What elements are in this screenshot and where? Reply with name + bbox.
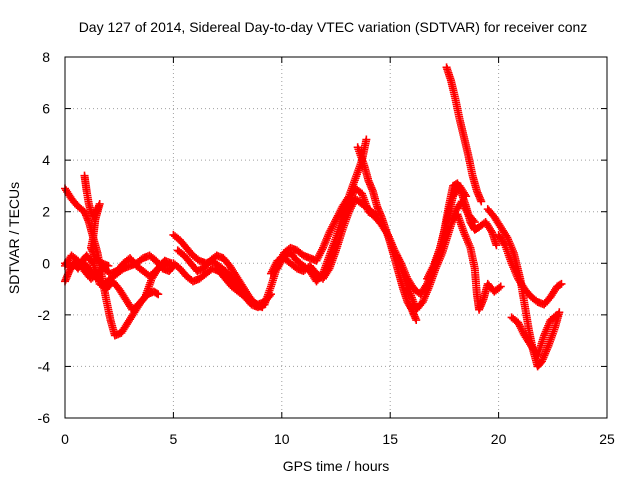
data-point <box>496 282 505 291</box>
series-track-o <box>442 63 486 206</box>
series-track-f <box>169 230 275 309</box>
series-track-s <box>494 230 566 309</box>
data-point <box>557 279 566 288</box>
y-axis-label: SDTVAR / TECUs <box>6 182 22 294</box>
y-tick-label: 0 <box>42 255 50 271</box>
series-track-h <box>173 246 267 312</box>
y-tick-label: 6 <box>42 101 50 117</box>
x-tick-label: 0 <box>61 431 69 447</box>
y-tick-label: 4 <box>42 152 50 168</box>
axis-ticks: 0 5 10 15 20 25 -6 -4 -2 0 2 4 6 8 <box>38 49 615 447</box>
series-track-p <box>423 179 501 283</box>
data-point <box>154 290 163 299</box>
data-point <box>412 316 421 325</box>
x-tick-label: 25 <box>599 431 615 447</box>
y-tick-label: -6 <box>38 410 51 426</box>
plot-frame <box>64 56 608 419</box>
x-tick-label: 15 <box>382 431 398 447</box>
data-points <box>61 63 566 371</box>
series-track-q <box>449 210 505 314</box>
chart-title: Day 127 of 2014, Sidereal Day-to-day VTE… <box>79 19 588 35</box>
data-point <box>104 261 113 270</box>
data-point <box>362 135 371 144</box>
y-tick-label: -4 <box>38 358 51 374</box>
data-point <box>553 310 562 319</box>
series-track-d <box>80 171 113 270</box>
x-tick-label: 5 <box>170 431 178 447</box>
data-point <box>492 241 501 250</box>
y-tick-label: 2 <box>42 204 50 220</box>
y-tick-label: -2 <box>38 307 51 323</box>
y-tick-label: 8 <box>42 49 50 65</box>
series-track-t <box>507 310 562 361</box>
data-point <box>477 197 486 206</box>
x-tick-label: 10 <box>274 431 290 447</box>
x-axis-label: GPS time / hours <box>283 458 390 474</box>
series-track-k <box>273 184 373 286</box>
x-tick-label: 20 <box>491 431 507 447</box>
